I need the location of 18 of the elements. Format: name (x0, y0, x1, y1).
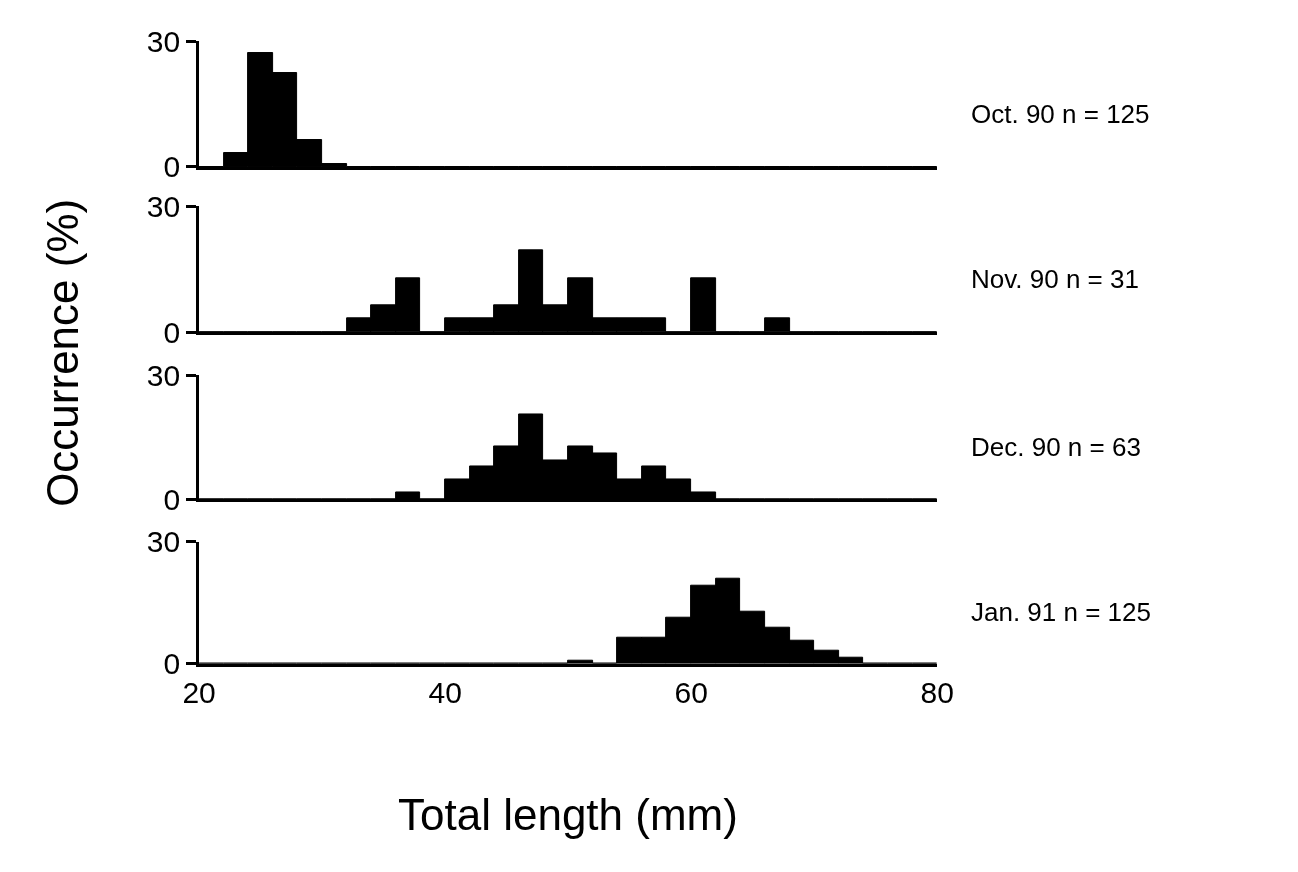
x-axis-title: Total length (mm) (398, 790, 738, 839)
x-tick-label: 80 (920, 675, 954, 709)
text: Dec. 90 n = 63 (971, 432, 1141, 462)
text: Jan. 91 n = 125 (971, 597, 1151, 627)
y-axis-title: Occurrence (%) (38, 198, 88, 507)
y-tick-label: 0 (163, 482, 181, 516)
y-tick-label: 30 (146, 24, 181, 58)
y-tick-label: 30 (146, 189, 181, 223)
x-tick-label: 60 (674, 675, 708, 709)
text: Oct. 90 n = 125 (971, 99, 1150, 129)
x-tick-label: 40 (428, 675, 462, 709)
x-tick-label: 20 (182, 675, 216, 709)
y-tick-label: 0 (163, 647, 181, 681)
y-tick-label: 0 (163, 150, 181, 184)
y-tick-label: 0 (163, 315, 181, 349)
y-tick-label: 30 (146, 525, 181, 559)
text: Nov. 90 n = 31 (971, 264, 1139, 294)
y-tick-label: 30 (146, 358, 181, 392)
